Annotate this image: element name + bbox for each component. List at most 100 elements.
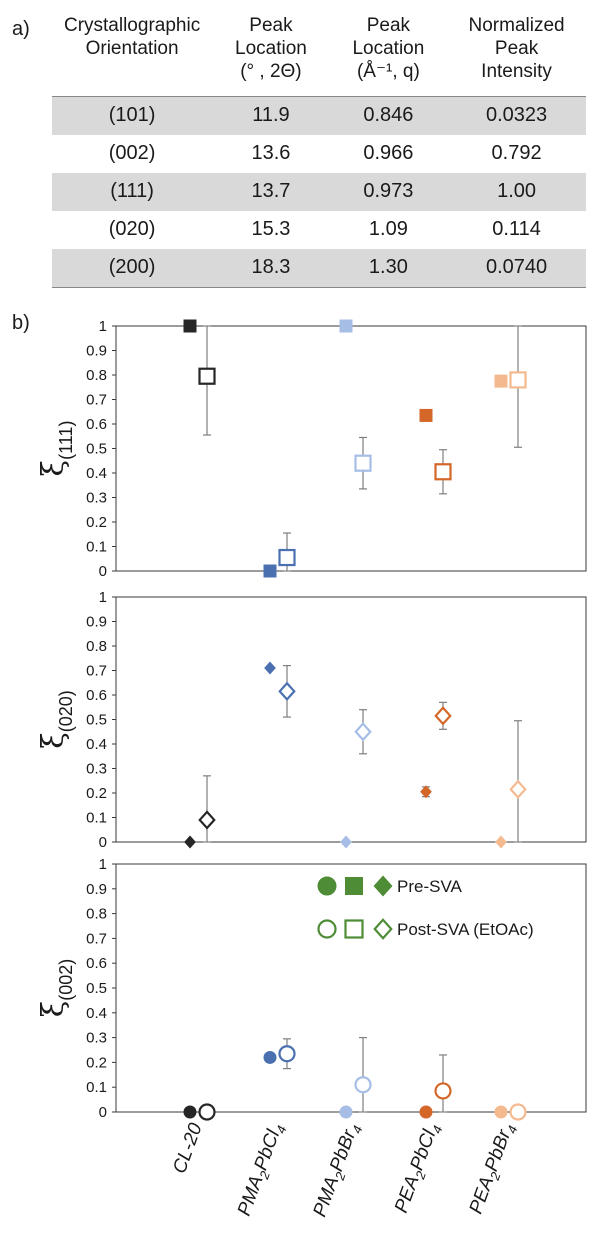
header-line: (Å⁻¹, q): [356, 61, 420, 82]
data-point-diamond: [509, 779, 527, 800]
y-tick-label: 1: [99, 318, 107, 335]
cell-orientation: (111): [52, 172, 213, 211]
table-header-row: Crystallographic Orientation Peak Locati…: [52, 8, 586, 97]
peak-table: Crystallographic Orientation Peak Locati…: [52, 8, 586, 288]
panel-label-a: a): [12, 18, 30, 40]
data-point-square: [509, 371, 527, 389]
y-tick-label: 0: [99, 834, 107, 851]
x-tick-label: PMA2PbCl4: [234, 1121, 290, 1220]
cell-intensity: 0.0740: [447, 248, 586, 288]
y-tick-label: 0.5: [86, 712, 107, 729]
col-header-2theta: Peak Location (° , 2Θ): [212, 8, 330, 97]
x-tick-label: PMA2PbBr4: [309, 1121, 365, 1221]
data-point-circle: [419, 1105, 433, 1119]
data-point-diamond: [354, 722, 372, 742]
panel-label-b: b): [12, 312, 30, 334]
y-tick-label: 0.6: [86, 416, 107, 433]
data-point-circle: [198, 1103, 216, 1121]
cell-q: 0.846: [329, 96, 448, 135]
data-point-circle: [434, 1082, 452, 1100]
y-tick-label: 0.1: [86, 810, 107, 827]
data-point-square: [263, 564, 277, 578]
plot-frame: [115, 325, 587, 572]
y-tick-label: 0.6: [86, 687, 107, 704]
cell-2theta: 18.3: [212, 248, 330, 288]
y-tick-label: 0.3: [86, 1030, 107, 1047]
cell-orientation: (020): [108, 218, 156, 240]
data-point-square: [434, 463, 452, 481]
table-row: (020) 15.3 1.09 0.114: [52, 211, 586, 249]
header-line: (° , 2Θ): [240, 61, 302, 82]
header-line: Crystallographic: [63, 15, 201, 36]
table-row: (111) 13.7 0.973 1.00: [52, 172, 586, 211]
data-point-diamond: [184, 835, 196, 849]
cell-2theta: 13.7: [212, 172, 330, 211]
col-header-intensity: Normalized Peak Intensity: [447, 8, 586, 97]
y-tick-label: 0: [99, 1104, 107, 1121]
data-point-diamond: [264, 661, 276, 675]
col-header-q: Peak Location (Å⁻¹, q): [329, 8, 448, 97]
data-point-circle: [354, 1076, 372, 1094]
plot-frame: [115, 863, 587, 1113]
data-point-square: [344, 919, 364, 939]
data-point-square: [354, 454, 372, 472]
y-tick-label: 0.7: [86, 930, 107, 947]
x-tick-label: CL-20: [169, 1120, 207, 1176]
chart-panel: 0 0.1 0.2 0.3 0.4 0.5 0.6 0.7 0.8 0.9 1 ξ(111): [36, 318, 587, 580]
y-tick-label: 0.8: [86, 367, 107, 384]
data-point-square: [198, 367, 216, 385]
data-point-circle: [339, 1105, 353, 1119]
data-point-square: [278, 548, 296, 567]
header-line: Location: [235, 38, 307, 59]
header-line: Intensity: [481, 61, 552, 82]
y-axis-label: ξ(111): [36, 421, 76, 477]
header-line: Peak: [249, 15, 293, 36]
table-row: (200) 18.3 1.30 0.0740: [52, 248, 586, 288]
y-tick-label: 0.2: [86, 785, 107, 802]
table-row: (002) 13.6 0.966 0.792: [52, 135, 586, 173]
table-row: (101) 11.9 0.846 0.0323: [52, 96, 586, 135]
y-tick-label: 0.4: [86, 465, 107, 482]
y-tick-label: 0.7: [86, 663, 107, 680]
header-line: Normalized: [468, 15, 565, 36]
cell-2theta: 13.6: [251, 142, 291, 164]
cell-intensity: 0.0323: [447, 96, 586, 135]
data-point-circle: [509, 1103, 527, 1121]
y-axis-label: ξ(002): [36, 959, 76, 1018]
plot-frame: [115, 596, 587, 843]
y-tick-label: 0.8: [86, 906, 107, 923]
x-tick-label: PEA2PbCl4: [391, 1121, 446, 1217]
y-tick-label: 0.9: [86, 343, 107, 360]
data-point-circle: [278, 1045, 296, 1063]
data-point-diamond: [340, 835, 352, 849]
data-point-circle: [183, 1105, 197, 1119]
header-line: Peak: [366, 15, 411, 36]
data-point-diamond: [495, 835, 507, 849]
cell-q: 0.966: [363, 142, 414, 164]
y-tick-label: 0.4: [86, 736, 107, 753]
header-line: Orientation: [85, 38, 179, 59]
data-point-square: [419, 408, 433, 422]
legend-label: Post-SVA (EtOAc): [397, 920, 534, 939]
data-point-circle: [263, 1050, 277, 1064]
cell-2theta: 11.9: [212, 96, 330, 135]
y-tick-label: 0.5: [86, 441, 107, 458]
y-tick-label: 0.6: [86, 955, 107, 972]
data-point-diamond: [373, 875, 393, 897]
data-point-square: [494, 374, 508, 388]
y-tick-label: 0.2: [86, 514, 107, 531]
cell-orientation: (002): [108, 142, 156, 164]
cell-orientation: (101): [52, 96, 213, 135]
y-tick-label: 0: [99, 563, 107, 580]
col-header-orientation: Crystallographic Orientation: [52, 8, 213, 97]
data-point-diamond: [373, 918, 393, 940]
header-line: Location: [352, 38, 425, 59]
cell-intensity: 0.114: [492, 218, 541, 240]
y-tick-label: 0.7: [86, 392, 107, 409]
legend-label: Pre-SVA: [397, 877, 463, 896]
cell-q: 1.30: [329, 248, 448, 288]
y-axis-label: ξ(020): [36, 690, 76, 749]
y-tick-label: 1: [99, 589, 107, 606]
y-tick-label: 0.3: [86, 490, 107, 507]
